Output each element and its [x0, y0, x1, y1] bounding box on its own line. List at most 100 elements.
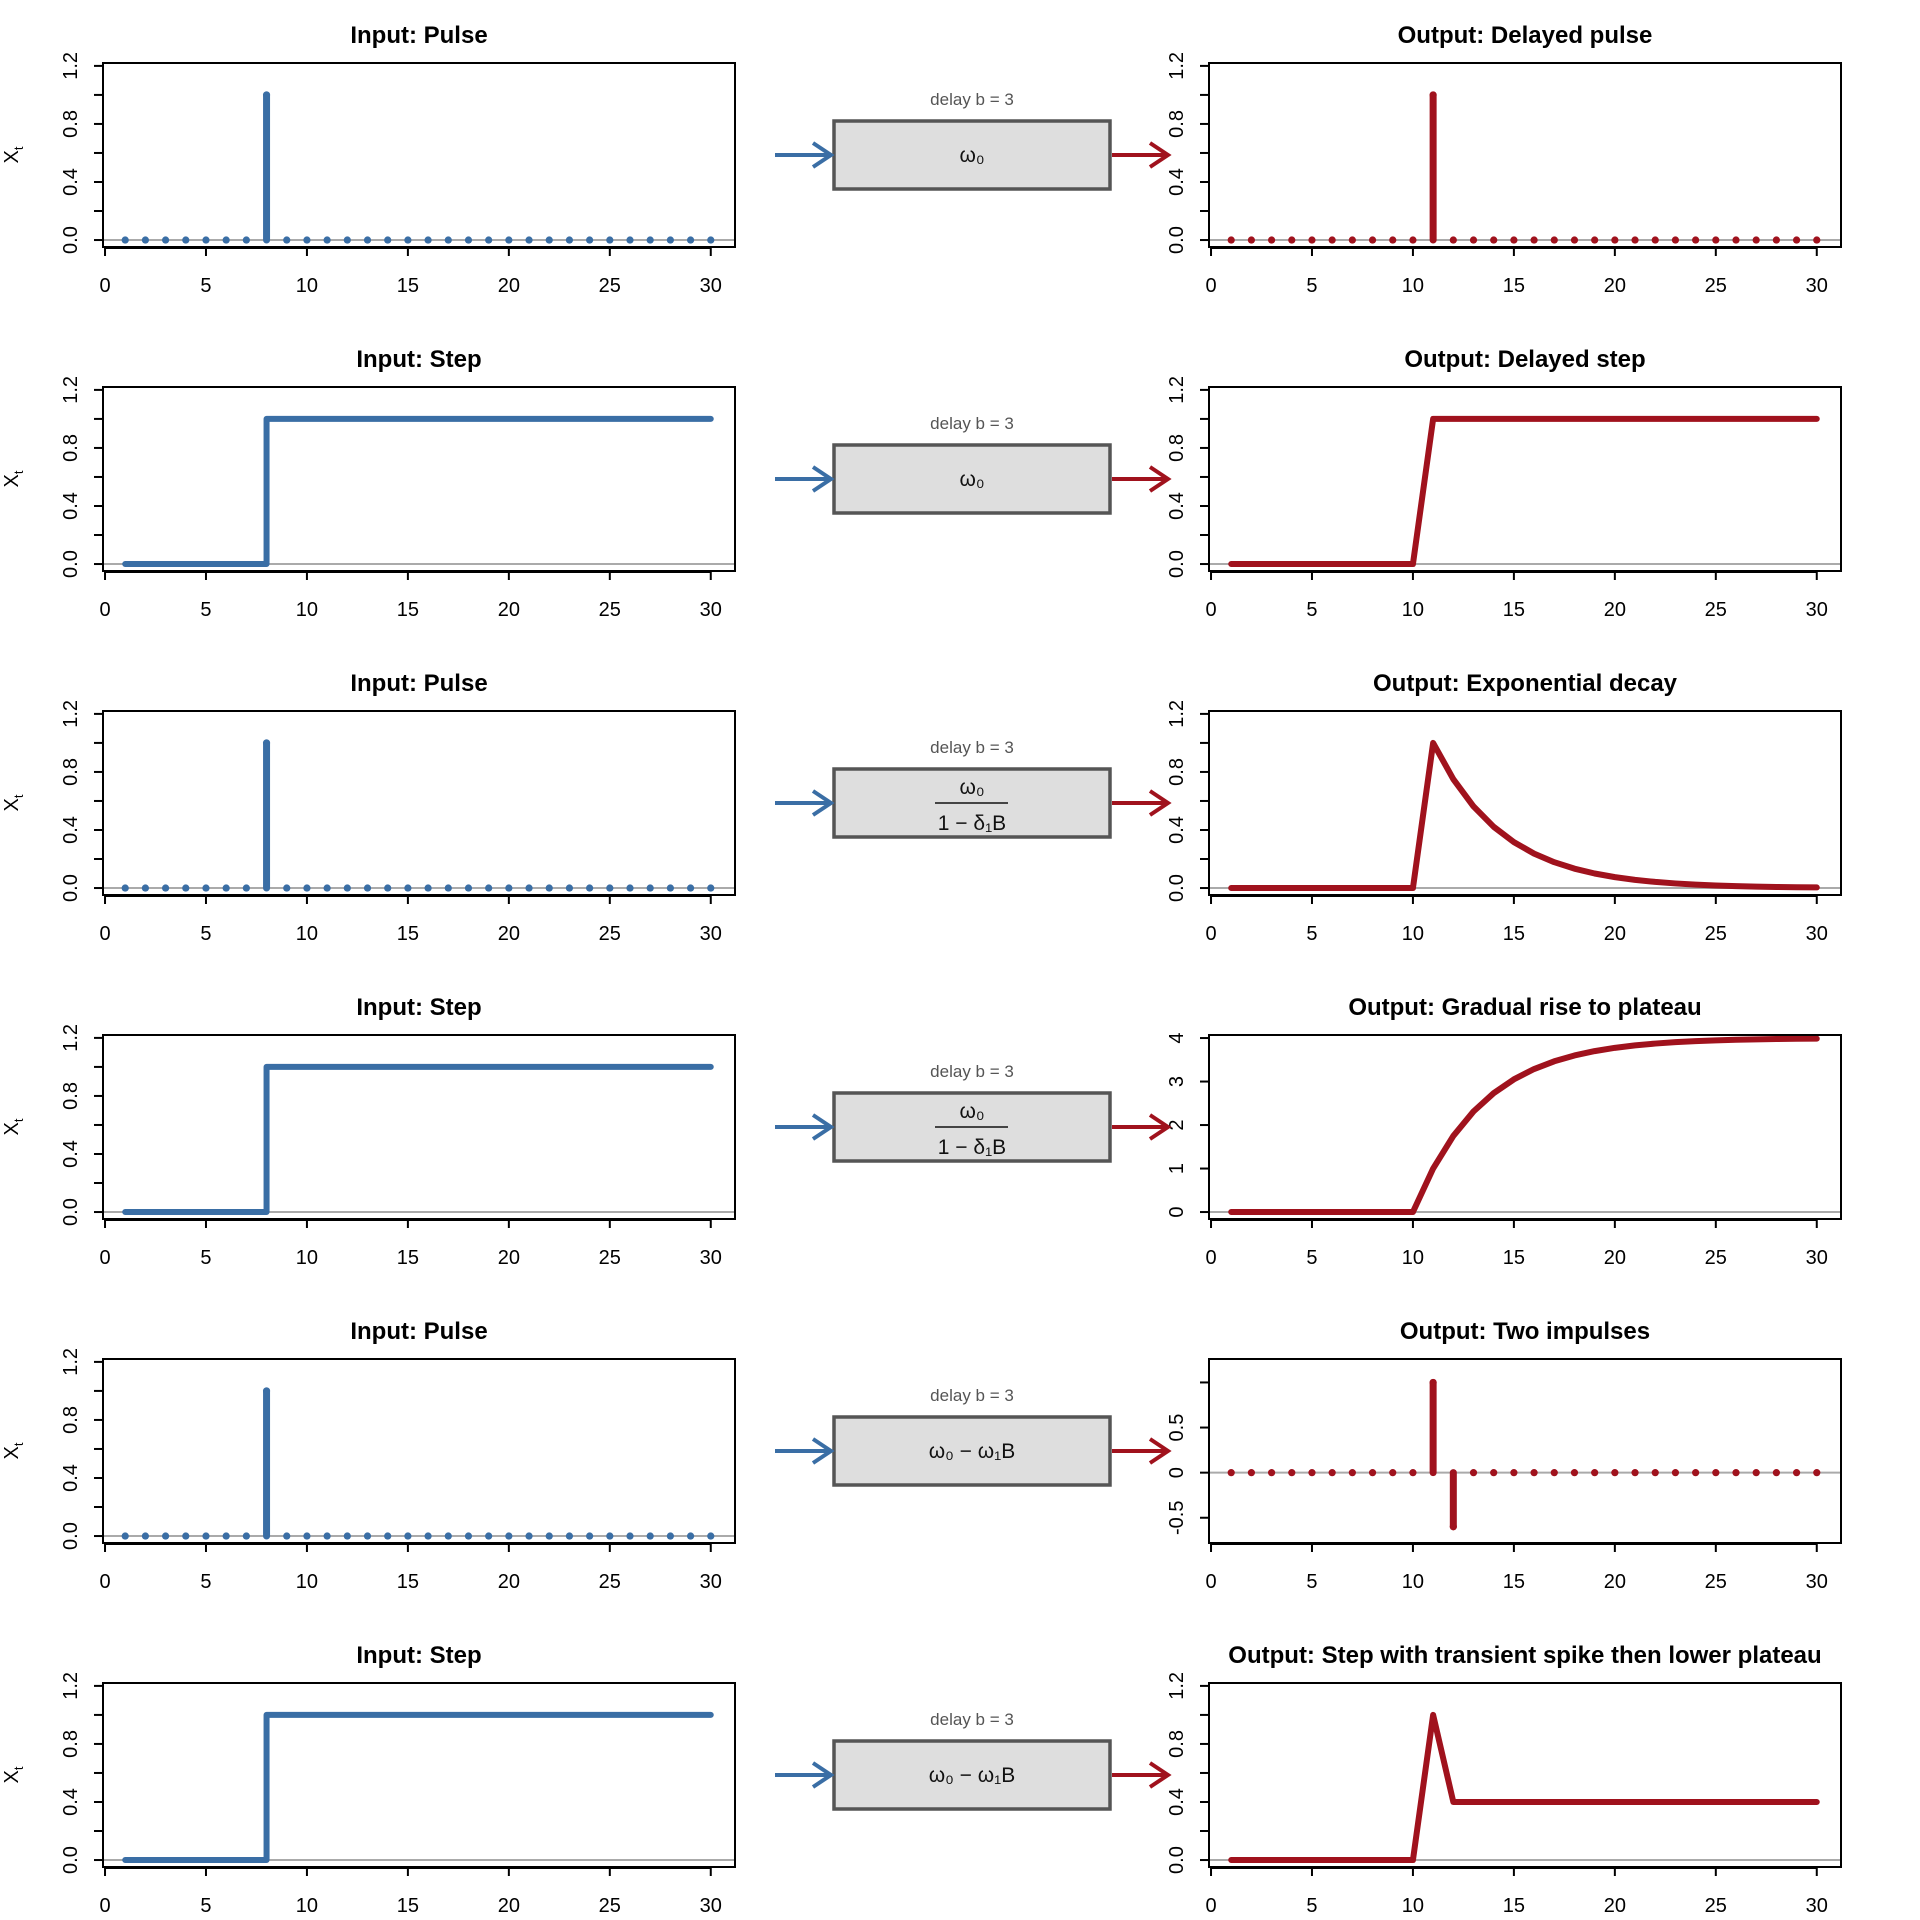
y-tick-label: 0.0	[60, 874, 82, 902]
plot-frame	[1208, 1358, 1842, 1544]
data-point	[363, 884, 372, 892]
data-point	[283, 1532, 291, 1540]
data-point	[242, 884, 250, 892]
data-point	[303, 236, 311, 244]
output-arrow	[1112, 1761, 1172, 1789]
x-tick-label: 5	[1306, 599, 1317, 621]
input-arrow	[775, 1113, 835, 1141]
plot-frame	[102, 386, 736, 572]
x-tick-label: 20	[498, 1247, 520, 1269]
data-point	[464, 884, 473, 892]
delay-label: delay b = 3	[930, 414, 1014, 433]
x-tick-label: 15	[1503, 275, 1525, 297]
data-point	[626, 1532, 634, 1540]
data-point	[1328, 236, 1336, 244]
y-tick-label: 1.2	[60, 1348, 82, 1376]
x-tick-label: 10	[1402, 1247, 1424, 1269]
x-tick-label: 15	[397, 275, 419, 297]
arrow-head-icon	[1148, 141, 1172, 169]
data-point	[121, 236, 129, 244]
data-point	[384, 236, 392, 244]
x-tick-label: 25	[1705, 1571, 1727, 1593]
input-plot: Input: Step 0 5 10 15 20 25 30 0.0 0.4 0.8 1.2	[60, 346, 736, 621]
y-axis-label-main: X	[1, 1770, 23, 1783]
data-point	[1611, 236, 1619, 244]
data-point	[1368, 1469, 1377, 1477]
input-arrow	[775, 1437, 835, 1465]
input-title: Input: Step	[356, 1642, 481, 1669]
output-plot: Output: Delayed step 0 5 10 15 20 25 30 0.0 0.4 0.…	[1166, 346, 1842, 621]
transfer-numerator: ω₀ − ω₁B	[929, 1440, 1016, 1463]
data-point	[1267, 1469, 1276, 1477]
y-tick-label: 0.5	[1166, 1414, 1188, 1442]
x-tick-label: 20	[1604, 1247, 1626, 1269]
data-point	[444, 236, 452, 244]
data-point	[485, 884, 493, 892]
transfer-denominator: 1 − δ₁B	[938, 812, 1006, 835]
x-tick-label: 0	[99, 1247, 110, 1269]
data-point	[1712, 1469, 1720, 1477]
data-point	[1752, 236, 1760, 244]
data-point	[1570, 236, 1579, 244]
x-tick-label: 30	[700, 1247, 722, 1269]
input-title: Input: Step	[356, 346, 481, 373]
x-tick-label: 0	[99, 1895, 110, 1917]
data-point	[404, 1532, 412, 1540]
input-plot: Input: Pulse 0 5 10 15 20 25 30 0.0 0.4 0.8 1.2	[60, 22, 736, 297]
data-point	[1550, 1469, 1558, 1477]
data-point	[1308, 1469, 1316, 1477]
y-tick-label: 0.8	[1166, 110, 1188, 138]
x-tick-label: 0	[1205, 1247, 1216, 1269]
input-arrow	[775, 789, 835, 817]
x-tick-label: 30	[700, 1895, 722, 1917]
data-point	[1591, 236, 1599, 244]
data-point	[565, 884, 574, 892]
y-tick-label: 0.0	[1166, 226, 1188, 254]
x-tick-label: 15	[397, 599, 419, 621]
data-point	[1732, 1469, 1740, 1477]
x-tick-label: 5	[200, 275, 211, 297]
output-title: Output: Delayed step	[1404, 346, 1645, 373]
data-point	[545, 884, 553, 892]
y-tick-label: 0.8	[60, 758, 82, 786]
data-point	[161, 1532, 170, 1540]
x-tick-label: 15	[397, 1247, 419, 1269]
x-tick-label: 30	[700, 923, 722, 945]
y-axis-label: Xt	[1, 146, 26, 163]
y-axis-label-subscript: t	[11, 1442, 26, 1446]
data-point	[565, 236, 574, 244]
x-tick-label: 15	[1503, 1895, 1525, 1917]
data-point	[1490, 1469, 1498, 1477]
data-point	[182, 884, 190, 892]
y-axis-label-main: X	[1, 150, 23, 163]
data-point	[222, 884, 230, 892]
data-point	[444, 1532, 452, 1540]
transfer-function-box	[832, 443, 1112, 515]
data-point	[1429, 1378, 1437, 1387]
plot-frame	[1208, 386, 1842, 572]
data-point	[626, 884, 634, 892]
y-tick-label: 1.2	[1166, 376, 1188, 404]
x-tick-label: 10	[296, 1895, 318, 1917]
data-point	[666, 1532, 674, 1540]
output-plot: Output: Step with transient spike then l…	[1166, 1642, 1842, 1917]
x-tick-label: 30	[1806, 275, 1828, 297]
data-point	[1368, 236, 1377, 244]
x-tick-label: 5	[200, 1895, 211, 1917]
data-point	[1267, 236, 1276, 244]
x-tick-label: 30	[1806, 923, 1828, 945]
data-point	[646, 236, 654, 244]
data-point	[1732, 236, 1740, 244]
x-tick-label: 5	[200, 1247, 211, 1269]
data-point	[1813, 236, 1821, 244]
data-point	[1429, 91, 1437, 99]
data-point	[404, 884, 412, 892]
data-point	[1288, 1469, 1296, 1477]
data-point	[303, 1532, 311, 1540]
data-point	[505, 236, 513, 244]
input-plot: Input: Pulse 0 5 10 15 20 25 30 0.0 0.4 0.8 1.2	[60, 670, 736, 945]
x-tick-label: 0	[99, 1571, 110, 1593]
series-line	[122, 1063, 714, 1216]
plot-frame	[1208, 710, 1842, 896]
y-tick-label: 0.0	[1166, 1846, 1188, 1874]
